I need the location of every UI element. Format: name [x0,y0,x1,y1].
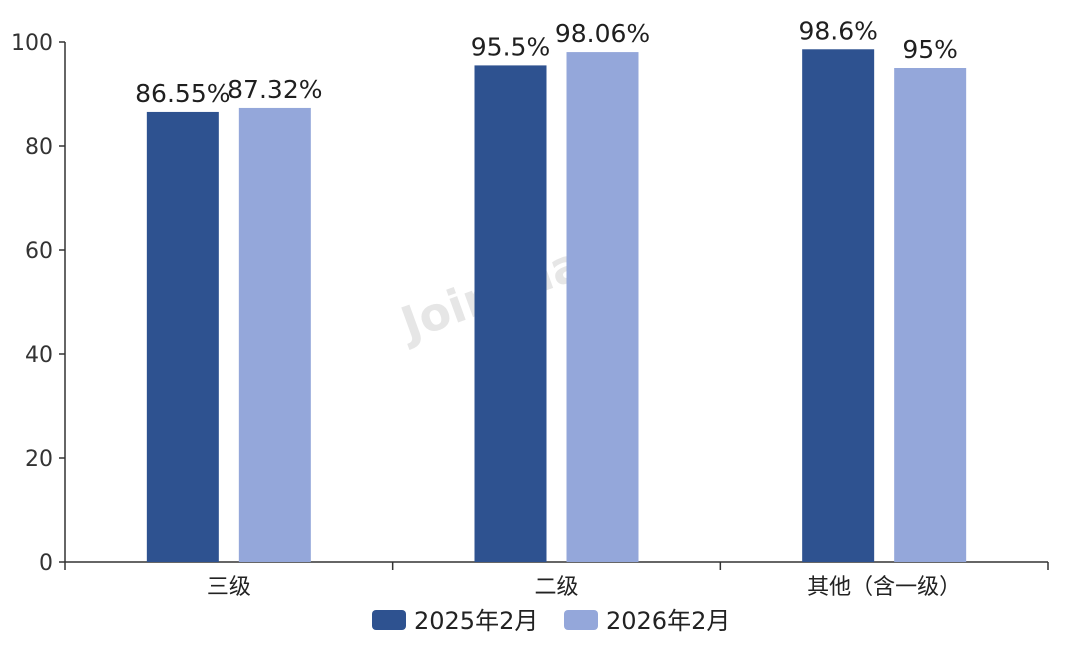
legend-label: 2025年2月 [414,607,538,635]
legend-label: 2026年2月 [606,607,730,635]
data-label: 98.6% [798,16,877,45]
y-tick-label: 100 [11,31,53,56]
data-label: 95% [902,35,958,64]
y-tick-label: 60 [25,239,53,264]
data-label: 87.32% [227,75,322,104]
bar-series1 [474,65,547,563]
data-label: 86.55% [135,79,230,108]
bar-series1 [146,111,219,562]
bar-series1 [802,49,875,562]
data-label: 98.06% [555,19,650,48]
bar-series2 [238,107,311,562]
legend-swatch [372,610,406,630]
y-tick-label: 0 [39,551,53,576]
x-category-label: 三级 [207,575,251,600]
y-tick-label: 20 [25,447,53,472]
legend-swatch [564,610,598,630]
bar-series2 [566,52,639,562]
bar-series2 [894,68,967,562]
y-tick-label: 40 [25,343,53,368]
data-label: 95.5% [471,32,550,61]
y-tick-label: 80 [25,135,53,160]
x-category-label: 二级 [534,575,578,600]
x-category-label: 其他（含一级） [807,575,961,600]
